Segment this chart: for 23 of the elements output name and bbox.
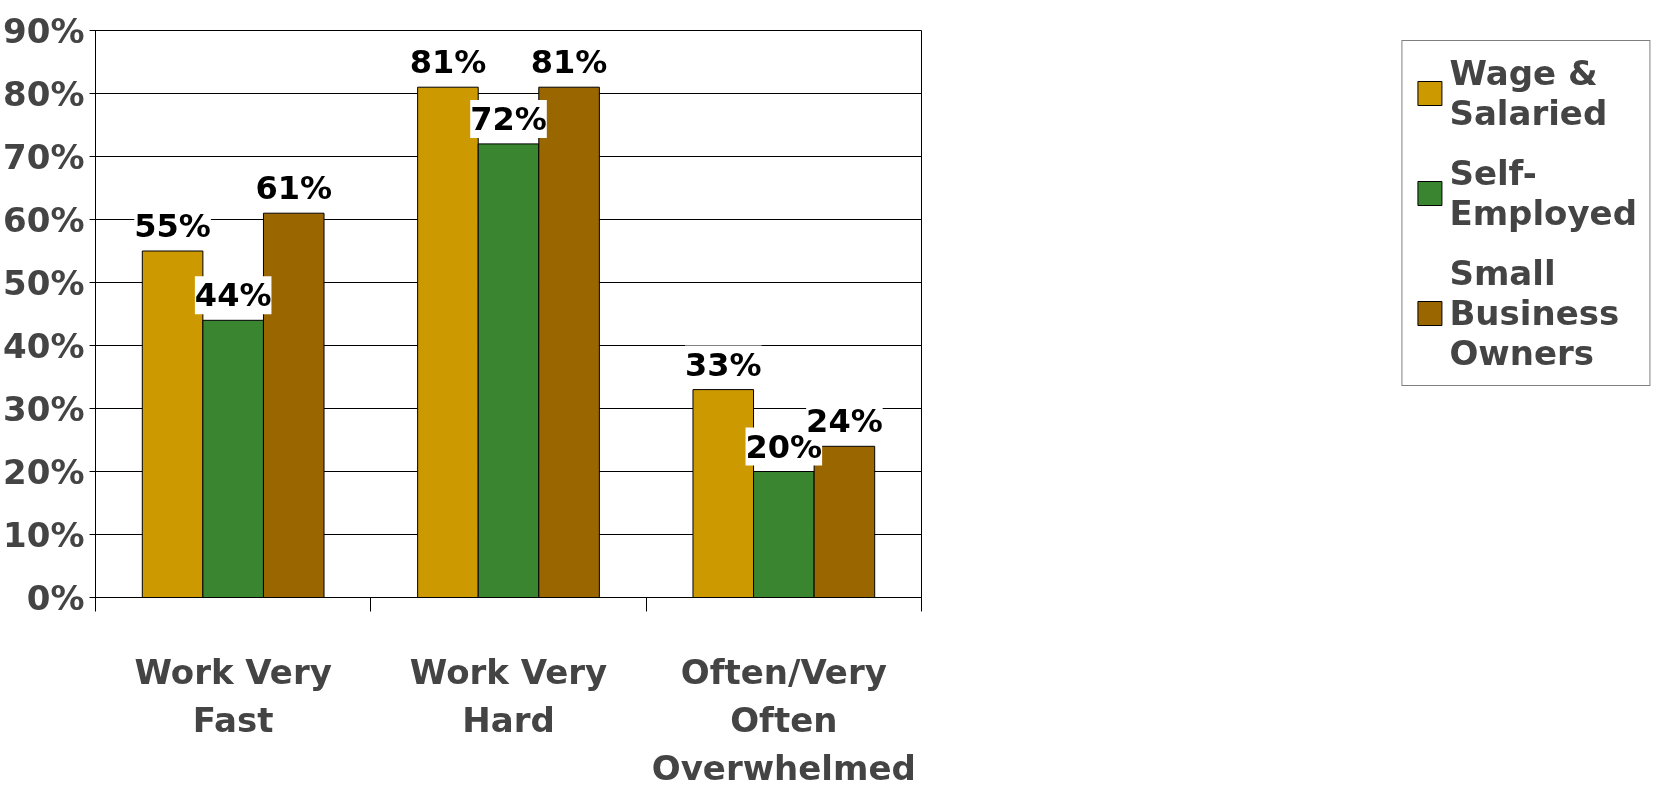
x-tick-label: Often/Very Often Overwhelmed <box>651 651 916 788</box>
data-label: 55% <box>134 207 211 245</box>
y-tick-label: 80% <box>3 73 85 114</box>
legend-label: Wage & Salaried <box>1449 53 1608 133</box>
y-tick-label: 50% <box>3 262 85 303</box>
legend-label: Self-Employed <box>1449 153 1637 233</box>
y-tick-label: 10% <box>3 514 85 555</box>
data-label: 81% <box>409 43 487 82</box>
x-tick-label: Work Very Hard <box>409 651 608 740</box>
y-tick-label: 40% <box>3 325 85 366</box>
data-label: 81% <box>530 43 608 82</box>
data-label: 72% <box>470 99 547 138</box>
y-tick-label: 30% <box>3 388 85 429</box>
x-tick-label: Work Very Fast <box>134 651 332 740</box>
data-label: 61% <box>255 169 333 208</box>
y-tick-label: 0% <box>26 577 85 618</box>
y-tick-label: 70% <box>3 136 85 177</box>
y-tick-label: 60% <box>3 199 85 240</box>
data-label: 33% <box>684 345 762 384</box>
y-tick-label: 20% <box>3 451 85 492</box>
legend-label: Small Business Owners <box>1449 253 1620 373</box>
data-label: 44% <box>194 276 272 315</box>
y-tick-label: 90% <box>3 10 85 51</box>
